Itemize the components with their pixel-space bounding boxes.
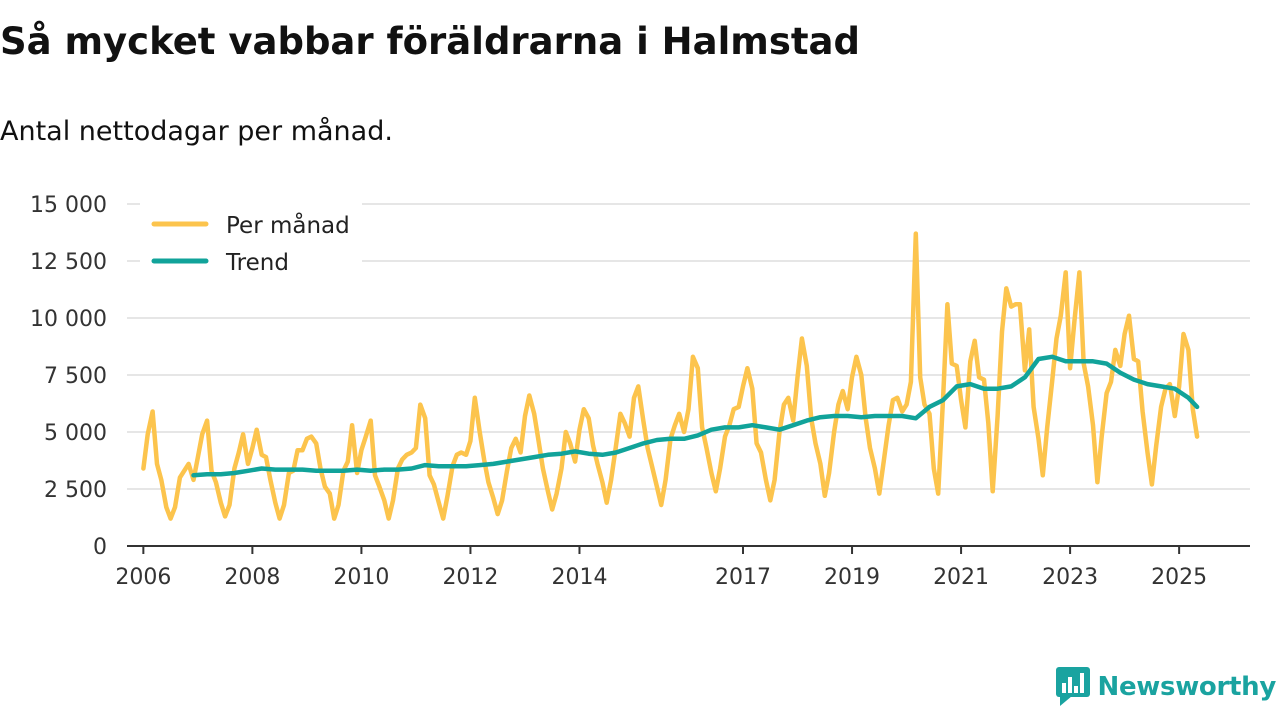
legend: Per månad Trend [140, 200, 362, 292]
legend-label-per-manad: Per månad [226, 211, 350, 239]
x-tick-label: 2006 [115, 565, 171, 590]
x-axis: 2006 2008 2010 2012 2014 2017 2019 2021 2023 2025 [115, 545, 1250, 590]
y-tick-label: 12 500 [30, 250, 107, 275]
legend-label-trend: Trend [225, 250, 289, 276]
y-axis-tick-labels: 0 2 500 5 000 7 500 10 000 12 500 15 000 [30, 193, 107, 560]
brand-name: Newsworthy [1097, 672, 1277, 702]
series-lines [141, 231, 1200, 521]
x-tick-label: 2025 [1151, 565, 1207, 590]
x-tick-label: 2019 [824, 565, 880, 590]
x-tick-label: 2012 [442, 565, 498, 590]
series-line-trend [191, 354, 1200, 478]
y-tick-label: 0 [93, 535, 107, 560]
x-tick-label: 2008 [224, 565, 280, 590]
brand-logo: Newsworthy [1055, 666, 1277, 708]
y-tick-label: 10 000 [30, 307, 107, 332]
y-tick-label: 2 500 [44, 478, 107, 503]
x-tick-label: 2023 [1042, 565, 1098, 590]
y-tick-label: 15 000 [30, 193, 107, 218]
y-tick-label: 5 000 [44, 421, 107, 446]
x-tick-label: 2014 [551, 565, 607, 590]
legend-background [140, 200, 362, 292]
x-tick-label: 2021 [933, 565, 989, 590]
chart-title: Så mycket vabbar föräldrarna i Halmstad [0, 20, 860, 63]
x-tick-label: 2010 [333, 565, 389, 590]
chart-subtitle: Antal nettodagar per månad. [0, 116, 393, 147]
x-tick-label: 2017 [715, 565, 771, 590]
bar-chart-speech-bubble-icon [1055, 667, 1090, 706]
y-tick-label: 7 500 [44, 364, 107, 389]
